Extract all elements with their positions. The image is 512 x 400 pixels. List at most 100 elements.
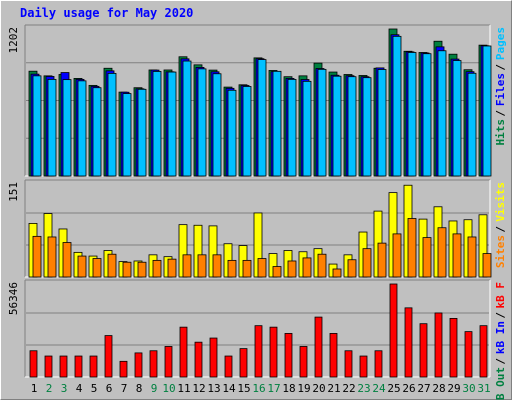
visits-mid-bar-sites-13	[212, 254, 222, 278]
x-axis-label-10: 10	[162, 382, 175, 395]
usage-top-bar-pages-5	[92, 87, 102, 177]
kb-bottom-bar-kb-f-10	[164, 346, 173, 378]
x-axis-label-16: 16	[252, 382, 265, 395]
usage-top-bar-pages-8	[137, 88, 147, 177]
usage-top-bar-pages-16	[257, 59, 267, 177]
kb-bottom-bar-kb-f-22	[344, 350, 353, 378]
kb-bottom-bar-kb-f-29	[449, 318, 458, 378]
usage-top-bar-pages-22	[347, 76, 357, 177]
x-axis-label-14: 14	[222, 382, 236, 395]
visits-mid-legend-sites: Sites	[494, 235, 507, 268]
usage-top-bar-pages-30	[467, 72, 477, 177]
kb-bottom-bar-kb-f-4	[74, 355, 83, 378]
kb-bottom-bar-kb-f-14	[224, 355, 233, 378]
x-axis-label-18: 18	[282, 382, 295, 395]
x-axis-label-28: 28	[432, 382, 445, 395]
visits-mid-bar-sites-23	[362, 248, 372, 278]
usage-top-bar-pages-14	[227, 89, 237, 177]
kb-bottom-bar-kb-f-13	[209, 337, 218, 378]
usage-top-bar-pages-18	[287, 78, 297, 177]
usage-top-ymax-label: 1202	[7, 27, 20, 54]
visits-mid-bar-sites-7	[122, 261, 132, 278]
kb-bottom-bar-kb-f-23	[359, 355, 368, 378]
x-axis-label-5: 5	[91, 382, 98, 395]
x-axis-label-19: 19	[297, 382, 310, 395]
kb-bottom-bar-kb-f-6	[104, 335, 113, 378]
visits-mid-bar-sites-21	[332, 268, 342, 278]
usage-top-bar-pages-7	[122, 93, 132, 177]
kb-bottom-bar-kb-f-12	[194, 341, 203, 378]
chart-title: Daily usage for May 2020	[20, 6, 194, 20]
visits-mid-bar-sites-25	[392, 233, 402, 278]
visits-mid-bar-sites-16	[257, 258, 267, 278]
kb-bottom-legend-kb-out: kB Out	[494, 367, 507, 400]
x-axis-label-24: 24	[372, 382, 386, 395]
usage-top-bar-pages-15	[242, 86, 252, 177]
x-axis-label-29: 29	[447, 382, 460, 395]
usage-top-bar-pages-2	[47, 78, 57, 177]
visits-mid-bar-sites-10	[167, 258, 177, 278]
kb-bottom-bar-kb-f-31	[479, 325, 488, 378]
visits-mid-bar-sites-29	[452, 233, 462, 278]
usage-top-bar-pages-21	[332, 75, 342, 177]
usage-top-bar-pages-31	[482, 45, 492, 177]
kb-bottom-legend-sep-2: /	[494, 358, 507, 365]
kb-bottom-bar-kb-f-8	[134, 352, 143, 378]
x-axis-label-22: 22	[342, 382, 355, 395]
visits-mid-bar-sites-15	[242, 259, 252, 278]
x-axis-label-4: 4	[76, 382, 83, 395]
kb-bottom-bar-kb-f-7	[119, 360, 128, 378]
visits-mid-bar-sites-9	[152, 259, 162, 278]
x-axis-label-9: 9	[151, 382, 158, 395]
visits-mid-bar-sites-27	[422, 237, 432, 278]
usage-top-bar-pages-3	[62, 79, 72, 177]
usage-top-bar-pages-1	[32, 75, 42, 177]
x-axis-label-6: 6	[106, 382, 113, 395]
kb-bottom-bar-kb-f-17	[269, 326, 278, 378]
visits-mid-bar-sites-1	[32, 235, 42, 278]
kb-bottom-bar-kb-f-2	[44, 355, 53, 378]
usage-top-bar-pages-6	[107, 72, 117, 177]
visits-mid-bar-sites-28	[437, 227, 447, 278]
x-axis-label-21: 21	[327, 382, 340, 395]
usage-top-bar-pages-12	[197, 68, 207, 177]
usage-top-bar-pages-20	[317, 68, 327, 177]
usage-top-bar-pages-25	[392, 35, 402, 177]
usage-top-bar-pages-24	[377, 69, 387, 177]
x-axis-label-23: 23	[357, 382, 370, 395]
kb-bottom-bar-kb-f-16	[254, 325, 263, 378]
x-axis-label-30: 30	[462, 382, 475, 395]
x-axis-label-1: 1	[31, 382, 38, 395]
kb-bottom-bar-kb-f-3	[59, 355, 68, 378]
x-axis-label-26: 26	[402, 382, 415, 395]
kb-bottom-bar-kb-f-1	[29, 350, 38, 378]
kb-bottom-legend-kb-f: kB F	[494, 282, 507, 309]
kb-bottom-bar-kb-f-30	[464, 331, 473, 378]
kb-bottom-bar-kb-f-11	[179, 326, 188, 378]
visits-mid-bar-sites-11	[182, 254, 192, 278]
visits-mid-bar-sites-24	[377, 242, 387, 278]
x-axis-label-20: 20	[312, 382, 325, 395]
usage-top-legend-sep-2: /	[494, 110, 507, 117]
x-axis-label-7: 7	[121, 382, 128, 395]
usage-top-bar-pages-28	[437, 50, 447, 177]
visits-mid-bar-sites-8	[137, 261, 147, 278]
usage-top-legend-hits: Hits	[494, 119, 507, 146]
x-axis-label-13: 13	[207, 382, 220, 395]
usage-top-bar-pages-17	[272, 70, 282, 177]
usage-top-bar-pages-27	[422, 53, 432, 177]
kb-bottom-bar-kb-f-9	[149, 350, 158, 378]
visits-mid-bar-sites-18	[287, 260, 297, 278]
visits-mid-bar-sites-19	[302, 257, 312, 278]
x-axis-label-25: 25	[387, 382, 400, 395]
visits-mid-bar-sites-17	[272, 266, 282, 278]
usage-top-legend-sep-1: /	[494, 64, 507, 71]
x-axis-label-12: 12	[192, 382, 205, 395]
visits-mid-bar-sites-14	[227, 259, 237, 278]
visits-mid-bar-sites-6	[107, 253, 117, 278]
visits-mid-bar-sites-5	[92, 258, 102, 278]
visits-mid-bar-sites-12	[197, 254, 207, 278]
visits-mid-bar-sites-20	[317, 253, 327, 278]
visits-mid-ymax-label: 151	[7, 182, 20, 202]
